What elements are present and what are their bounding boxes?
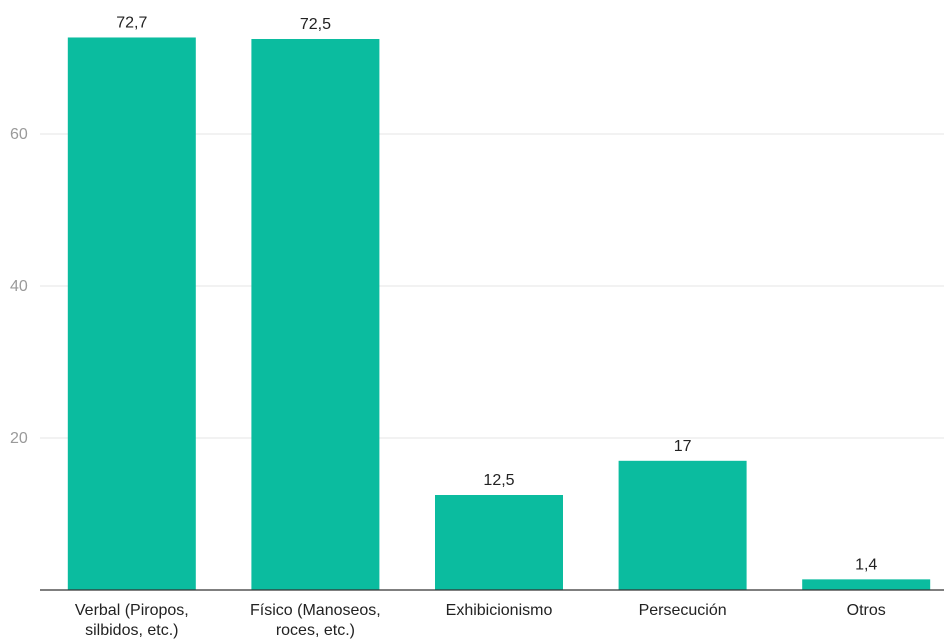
x-tick-label: roces, etc.)	[276, 622, 355, 639]
data-label: 72,5	[300, 16, 331, 33]
y-tick-label: 20	[10, 430, 28, 447]
data-labels: 72,7 72,5 12,5 17 1,4	[116, 14, 877, 573]
x-tick-label: silbidos, etc.)	[85, 622, 178, 639]
y-tick-label: 60	[10, 126, 28, 143]
x-axis-ticks: Verbal (Piropos, silbidos, etc.) Físico (M…	[75, 602, 886, 639]
data-label: 72,7	[116, 14, 147, 31]
y-axis-ticks: 20 40 60	[10, 126, 28, 447]
bar	[251, 39, 380, 590]
bar	[802, 579, 931, 590]
data-label: 17	[674, 438, 692, 455]
y-tick-label: 40	[10, 278, 28, 295]
bar	[435, 495, 563, 590]
bars	[67, 37, 931, 591]
x-tick-label: Exhibicionismo	[446, 602, 553, 619]
bar	[618, 460, 747, 590]
bar	[67, 37, 196, 591]
x-tick-label: Otros	[847, 602, 886, 619]
x-tick-label: Físico (Manoseos,	[250, 602, 381, 619]
x-tick-label: Persecución	[639, 602, 727, 619]
data-label: 1,4	[855, 556, 877, 573]
data-label: 12,5	[483, 472, 514, 489]
x-tick-label: Verbal (Piropos,	[75, 602, 189, 619]
